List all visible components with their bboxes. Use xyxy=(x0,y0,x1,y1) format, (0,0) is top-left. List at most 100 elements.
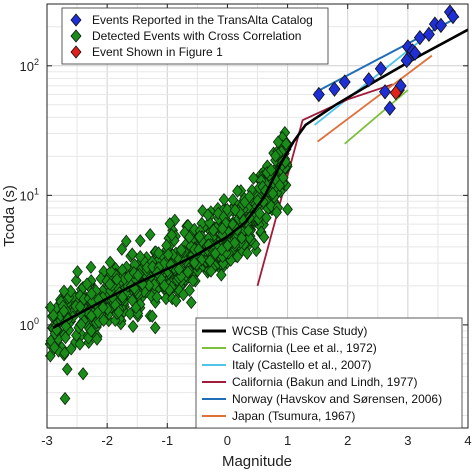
detected-event-marker xyxy=(111,272,123,287)
detected-event-marker xyxy=(222,239,233,253)
detected-event-marker xyxy=(205,264,217,278)
detected-event-marker xyxy=(229,203,241,217)
detected-event-marker xyxy=(232,250,243,264)
detected-event-marker xyxy=(162,248,174,262)
detected-event-marker xyxy=(179,226,190,240)
detected-event-marker xyxy=(98,313,109,327)
detected-event-marker xyxy=(170,294,182,308)
detected-event-marker xyxy=(124,307,136,321)
detected-event-marker xyxy=(117,290,128,304)
detected-event-marker xyxy=(254,206,265,221)
detected-event-marker xyxy=(185,295,197,310)
detected-event-marker xyxy=(159,278,170,293)
catalog-event-marker xyxy=(328,81,341,97)
catalog-event-marker xyxy=(409,45,422,61)
detected-event-marker xyxy=(282,202,293,216)
detected-event-marker xyxy=(243,223,254,238)
detected-event-marker xyxy=(91,332,103,346)
detected-event-marker xyxy=(236,231,247,245)
x-tick-label: -2 xyxy=(101,433,113,448)
x-tick-label: -1 xyxy=(162,433,174,448)
detected-event-marker xyxy=(120,234,132,248)
detected-event-marker xyxy=(265,163,277,177)
fit-line xyxy=(317,54,433,143)
catalog-event-marker xyxy=(413,29,426,46)
catalog-event-marker xyxy=(378,84,392,100)
detected-event-marker xyxy=(208,223,219,237)
detected-event-marker xyxy=(178,288,189,302)
detected-event-marker xyxy=(227,193,239,207)
detected-event-marker xyxy=(241,246,253,260)
detected-event-marker xyxy=(59,391,71,406)
detected-event-marker xyxy=(81,277,93,291)
detected-event-marker xyxy=(164,217,176,231)
detected-event-marker xyxy=(134,234,146,248)
detected-event-marker xyxy=(250,243,262,258)
legend-label: Norway (Havskov and Sørensen, 2006) xyxy=(232,392,442,406)
detected-event-marker xyxy=(277,170,289,185)
detected-event-marker xyxy=(146,309,158,323)
detected-event-marker xyxy=(202,208,214,222)
detected-event-marker xyxy=(104,277,116,291)
legend-marker xyxy=(70,29,82,43)
catalog-event-marker xyxy=(446,8,459,25)
detected-event-marker xyxy=(229,236,241,250)
marker-legend-box xyxy=(61,7,329,65)
detected-event-marker xyxy=(271,205,282,219)
detected-event-marker xyxy=(217,221,228,236)
detected-event-marker xyxy=(104,255,116,269)
detected-event-marker xyxy=(75,317,87,332)
catalog-event-marker xyxy=(362,72,375,88)
detected-event-marker xyxy=(97,300,109,314)
detected-event-marker xyxy=(248,171,259,185)
detected-event-marker xyxy=(165,258,177,272)
x-tick-label: 0 xyxy=(224,433,231,448)
legends: Events Reported in the TransAlta Catalog… xyxy=(61,7,463,429)
detected-event-marker xyxy=(58,304,70,318)
detected-event-marker xyxy=(130,301,142,315)
detected-event-marker xyxy=(58,284,70,298)
fit-line xyxy=(256,83,394,287)
legend-marker xyxy=(70,45,82,59)
detected-event-marker xyxy=(77,367,89,381)
detected-event-marker xyxy=(183,230,195,244)
detected-event-marker xyxy=(203,238,214,252)
detected-event-marker xyxy=(70,273,82,288)
catalog-event-marker xyxy=(400,52,413,69)
detected-event-marker xyxy=(59,346,70,360)
catalog-event-marker xyxy=(312,86,325,103)
legend-label: WCSB (This Case Study) xyxy=(232,324,367,338)
detected-event-marker xyxy=(151,290,163,304)
catalog-event-marker xyxy=(374,61,387,77)
legend-label: California (Bakun and Lindh, 1977) xyxy=(232,375,417,389)
detected-event-marker xyxy=(144,227,156,242)
detected-event-marker xyxy=(48,308,59,322)
y-axis-label: Tcoda (s) xyxy=(1,185,18,247)
x-axis-label: Magnitude xyxy=(222,453,292,470)
detected-event-marker xyxy=(153,246,164,260)
catalog-markers xyxy=(312,4,459,116)
x-tick-label: 4 xyxy=(464,433,471,448)
detected-event-marker xyxy=(113,305,125,319)
detected-events-cloud xyxy=(44,125,293,406)
legend-label: Detected Events with Cross Correlation xyxy=(92,29,301,43)
fit-lines xyxy=(256,15,460,287)
detected-event-marker xyxy=(105,264,117,278)
detected-event-marker xyxy=(215,268,227,282)
detected-event-marker xyxy=(244,231,255,245)
catalog-event-marker xyxy=(422,26,435,42)
legend-label: Event Shown in Figure 1 xyxy=(92,45,223,59)
detected-event-marker xyxy=(86,287,97,301)
detected-event-marker xyxy=(61,362,73,376)
detected-event-marker xyxy=(85,260,97,274)
detected-event-marker xyxy=(134,250,146,264)
x-tick-label: 1 xyxy=(284,433,291,448)
detected-event-marker xyxy=(194,230,205,244)
detected-event-marker xyxy=(232,184,243,198)
detected-event-marker xyxy=(166,228,178,242)
detected-event-marker xyxy=(189,256,200,270)
detected-event-marker xyxy=(210,246,221,261)
detected-event-marker xyxy=(193,242,204,257)
wcsb-line-layer xyxy=(52,28,469,329)
